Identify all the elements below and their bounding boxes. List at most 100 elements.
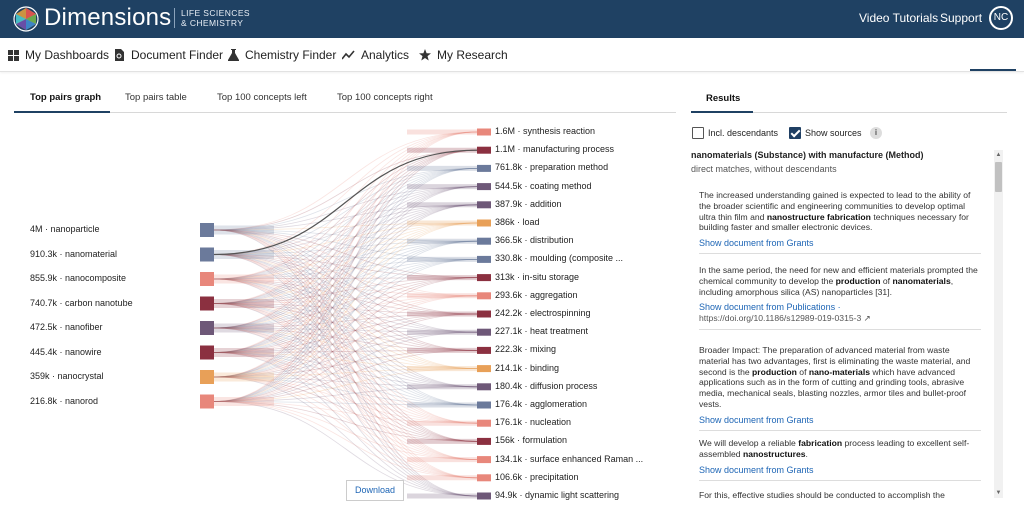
nav-document-finder[interactable]: Document Finder [114,48,223,62]
flow-link[interactable] [213,204,478,402]
flow-link[interactable] [213,131,478,378]
left-node-label[interactable]: 445.4k · nanowire [30,346,102,357]
flow-link[interactable] [213,254,478,406]
right-node-label[interactable]: 366.5k · distribution [495,235,574,246]
flow-link[interactable] [213,401,478,424]
right-node-swatch[interactable] [477,437,491,445]
right-node-swatch[interactable] [477,474,491,482]
left-node-swatch[interactable] [200,394,214,409]
tab-top-pairs-table[interactable]: Top pairs table [125,92,187,103]
right-node-swatch[interactable] [477,383,491,391]
flow-link[interactable] [213,168,478,280]
flow-link[interactable] [213,278,478,460]
flow-link[interactable] [213,327,478,388]
flow-link[interactable] [213,277,478,402]
flow-link[interactable] [213,254,478,297]
right-node-label[interactable]: 242.2k · electrospinning [495,308,591,318]
flow-link[interactable] [213,295,478,304]
flow-link[interactable] [213,131,478,329]
flow-link[interactable] [213,229,478,351]
flow-link[interactable] [213,131,478,304]
flow-link[interactable] [213,278,478,297]
flow-link[interactable] [213,376,478,424]
flow-link[interactable] [213,254,478,278]
left-node-swatch[interactable] [200,223,214,237]
flow-link[interactable] [213,303,478,351]
right-node-label[interactable]: 94.9k · dynamic light scattering [495,490,620,500]
flow-link[interactable] [213,303,478,442]
flow-link[interactable] [213,277,478,353]
right-node-swatch[interactable] [477,219,491,227]
flow-link[interactable] [213,277,478,304]
flow-link[interactable] [213,229,478,497]
tab-top-100-left[interactable]: Top 100 concepts left [217,92,307,103]
flow-link[interactable] [213,186,478,378]
flow-link[interactable] [213,204,478,353]
flow-link[interactable] [213,401,478,442]
right-node-swatch[interactable] [477,183,491,191]
flow-link[interactable] [213,303,478,406]
flow-link[interactable] [213,303,478,479]
scroll-up-icon[interactable]: ▲ [995,152,1002,158]
flow-link[interactable] [213,229,478,369]
flow-link[interactable] [213,131,478,402]
flow-link[interactable] [213,254,478,369]
flow-link[interactable] [213,254,478,497]
flow-link[interactable] [213,313,478,378]
flow-link[interactable] [213,254,478,315]
right-node-label[interactable]: 761.8k · preparation method [495,162,609,173]
flow-link[interactable] [213,259,478,304]
flow-link[interactable] [213,313,478,402]
flow-link[interactable] [213,229,478,315]
flow-link[interactable] [213,352,478,442]
left-node-label[interactable]: 910.3k · nanomaterial [30,248,118,259]
flow-link[interactable] [213,352,478,369]
flow-link[interactable] [213,327,478,442]
user-avatar[interactable]: NC [989,6,1013,30]
doi-link[interactable]: https://doi.org/10.1186/s12989-019-0315-… [699,313,871,324]
flow-link[interactable] [213,149,478,280]
flow-link[interactable] [213,254,478,351]
flow-link[interactable] [213,278,478,369]
highlighted-flow-link[interactable] [213,149,478,256]
left-node-label[interactable]: 472.5k · nanofiber [30,322,103,332]
flow-link[interactable] [213,376,478,479]
flow-link[interactable] [213,327,478,479]
right-node-label[interactable]: 313k · in-situ storage [495,271,580,282]
right-node-label[interactable]: 227.1k · heat treatment [495,326,589,337]
flow-link[interactable] [213,401,478,479]
flow-link[interactable] [213,222,478,231]
flow-link[interactable] [213,229,478,388]
right-node-swatch[interactable] [477,401,491,409]
flow-link[interactable] [213,303,478,333]
scroll-thumb[interactable] [995,162,1002,192]
flow-link[interactable] [213,331,478,353]
flow-link[interactable] [213,222,478,353]
flow-link[interactable] [213,401,478,497]
flow-link[interactable] [213,168,478,255]
flow-link[interactable] [213,186,478,329]
flow-link[interactable] [213,149,478,329]
flow-link[interactable] [213,229,478,242]
flow-link[interactable] [213,204,478,255]
right-node-label[interactable]: 1.1M · manufacturing process [495,144,615,155]
left-node-label[interactable]: 359k · nanocrystal [30,371,104,381]
flow-link[interactable] [213,229,478,479]
flow-link[interactable] [213,229,478,278]
flow-link[interactable] [213,327,478,369]
flow-link[interactable] [213,149,478,378]
flow-link[interactable] [213,229,478,460]
flow-link[interactable] [213,376,478,460]
flow-link[interactable] [213,186,478,402]
flow-link[interactable] [213,303,478,424]
flow-link[interactable] [213,204,478,378]
flow-link[interactable] [213,350,478,378]
flow-link[interactable] [213,254,478,388]
flow-link[interactable] [213,278,478,442]
flow-link[interactable] [213,376,478,442]
right-node-label[interactable]: 330.8k · moulding (composite ... [495,253,624,264]
flow-link[interactable] [213,240,478,329]
right-node-swatch[interactable] [477,310,491,318]
flow-link[interactable] [213,222,478,255]
flow-link[interactable] [213,303,478,369]
